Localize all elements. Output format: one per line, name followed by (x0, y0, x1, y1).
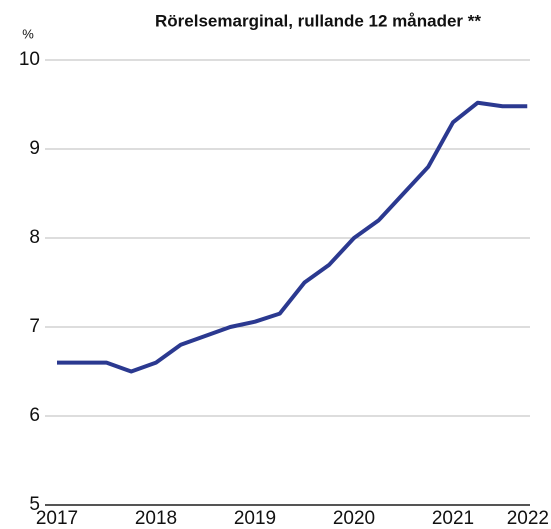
y-unit: % (22, 26, 34, 41)
x-tick-label: 2021 (432, 508, 474, 529)
x-tick-label: 2022 (507, 508, 549, 529)
y-tick-label: 10 (19, 49, 40, 70)
line (57, 100, 528, 374)
y-tick-label: 8 (29, 227, 40, 248)
chart-title: Rörelsemarginal, rullande 12 månader ** (155, 11, 481, 30)
y-tick-label: 7 (29, 316, 40, 337)
y-tick-label: 9 (29, 138, 40, 159)
x-tick-label: 2017 (36, 508, 78, 529)
x-tick-label: 2018 (135, 508, 177, 529)
x-tick-label: 2019 (234, 508, 276, 529)
y-tick-label: 5 (29, 494, 40, 515)
y-tick-label: 6 (29, 405, 40, 426)
x-tick-label: 2020 (333, 508, 375, 529)
